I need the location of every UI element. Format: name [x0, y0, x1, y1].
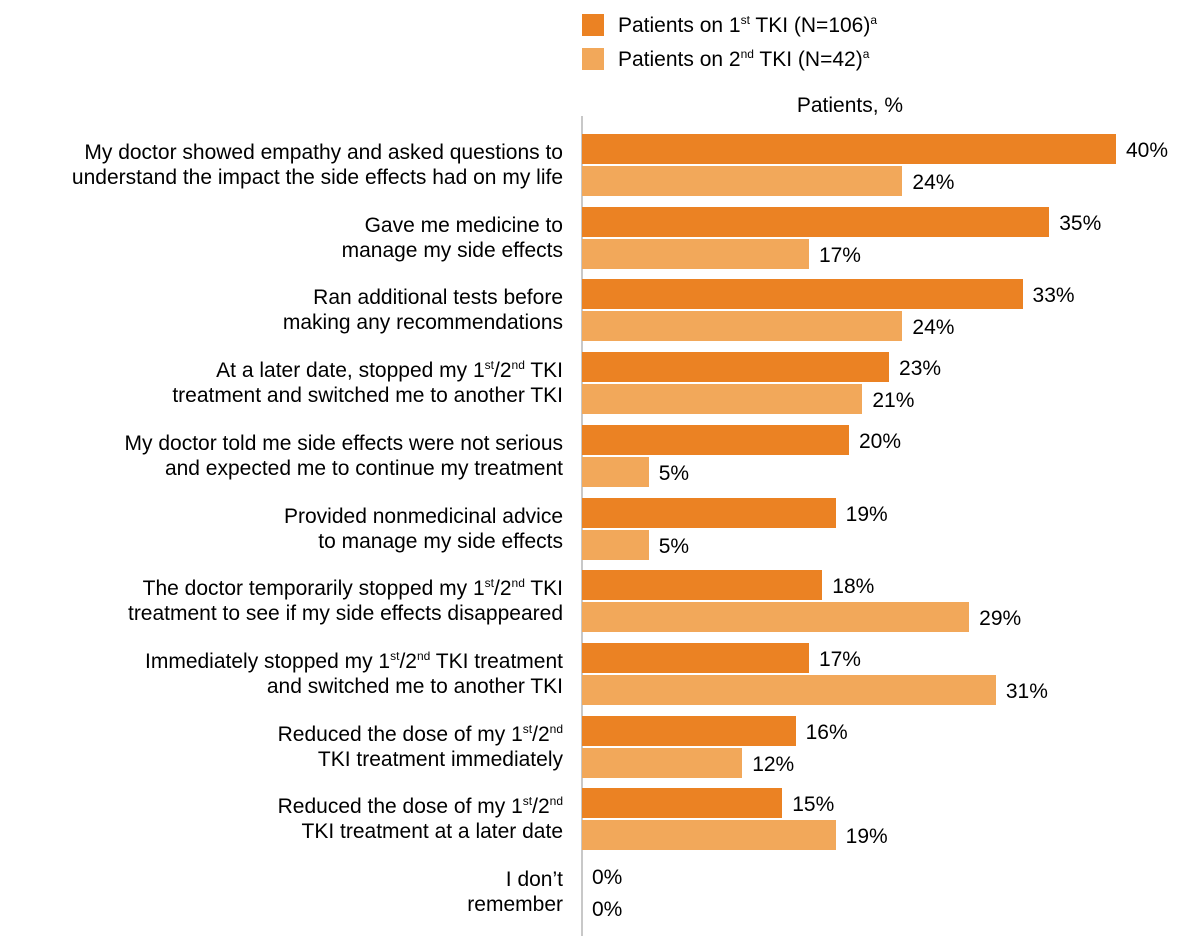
legend-label-1st-tki: Patients on 1st TKI (N=106)a	[618, 12, 878, 37]
value-label: 17%	[818, 243, 861, 267]
category-label: Gave me medicine to manage my side effect…	[3, 213, 563, 263]
category-label: I don’t remember	[3, 867, 563, 917]
category-label-line: to manage my side effects	[318, 529, 563, 553]
category-label-line: Reduced the dose of my 1st/2nd	[277, 794, 563, 819]
legend-swatch-1st-tki	[582, 14, 604, 36]
bar	[582, 279, 1023, 310]
bar	[582, 352, 890, 383]
category-label: Immediately stopped my 1st/2nd TKI treat…	[3, 649, 563, 699]
value-label: 5%	[658, 461, 690, 485]
bar	[582, 238, 809, 269]
category-label-line: Gave me medicine to	[364, 213, 563, 237]
bar	[582, 456, 649, 487]
category-label-line: I don’t	[505, 868, 563, 891]
value-label: 21%	[872, 389, 915, 413]
category-label-line: TKI treatment at a later date	[301, 820, 563, 844]
category-label-line: understand the impact the side effects h…	[71, 166, 563, 189]
category-label-line: treatment and switched me to another TKI	[172, 384, 563, 408]
category-label: At a later date, stopped my 1st/2nd TKI t…	[3, 358, 563, 408]
category-label: My doctor told me side effects were not …	[3, 431, 563, 481]
value-label: 23%	[899, 357, 942, 381]
category-label: The doctor temporarily stopped my 1st/2n…	[3, 576, 563, 626]
category-label: Provided nonmedicinal advice to manage my…	[3, 504, 563, 554]
bar	[582, 384, 863, 415]
category-label-line: Provided nonmedicinal advice	[284, 504, 563, 528]
bar	[582, 311, 903, 342]
value-label: 0%	[592, 898, 623, 921]
bar	[582, 570, 823, 601]
bar	[582, 674, 996, 705]
bar	[582, 134, 1116, 164]
axis-title: Patients, %	[796, 94, 904, 117]
value-label: 16%	[805, 720, 848, 744]
legend: Patients on 1st TKI (N=106)a Patients on…	[582, 8, 877, 76]
value-label: 18%	[832, 575, 875, 599]
legend-item-1st-tki: Patients on 1st TKI (N=106)a	[582, 8, 877, 42]
value-label: 17%	[818, 647, 861, 671]
bar	[582, 529, 649, 560]
category-label-line: TKI treatment immediately	[317, 747, 563, 771]
bar	[582, 424, 849, 455]
value-label: 24%	[912, 316, 955, 340]
category-label-line: At a later date, stopped my 1st/2nd TKI	[216, 358, 563, 383]
category-label-line: manage my side effects	[341, 238, 563, 262]
value-label: 15%	[792, 793, 835, 817]
value-label: 0%	[592, 866, 623, 889]
value-label: 12%	[752, 752, 795, 776]
legend-label-2nd-tki: Patients on 2nd TKI (N=42)a	[618, 46, 870, 71]
value-label: 19%	[845, 825, 888, 849]
category-label-line: Reduced the dose of my 1st/2nd	[277, 721, 563, 746]
value-label: 35%	[1059, 211, 1102, 235]
legend-item-2nd-tki: Patients on 2nd TKI (N=42)a	[582, 42, 877, 76]
bar	[582, 642, 809, 673]
category-label-line: My doctor told me side effects were not …	[124, 431, 563, 455]
value-label: 31%	[1005, 679, 1048, 703]
category-label-line: treatment to see if my side effects disa…	[127, 602, 563, 626]
bar	[582, 497, 836, 528]
bar	[582, 715, 796, 746]
category-label-line: and switched me to another TKI	[266, 674, 563, 698]
bar	[582, 820, 836, 851]
bar	[582, 747, 743, 778]
value-label: 5%	[658, 534, 690, 558]
category-label: Reduced the dose of my 1st/2nd TKI treatm…	[3, 794, 563, 844]
category-label-line: Immediately stopped my 1st/2nd TKI treat…	[145, 648, 563, 673]
category-label: My doctor showed empathy and asked quest…	[3, 140, 563, 190]
value-label: 29%	[979, 607, 1022, 631]
category-label-line: making any recommendations	[282, 311, 563, 335]
value-label: 24%	[912, 171, 955, 194]
category-label: Reduced the dose of my 1st/2nd TKI treatm…	[3, 722, 563, 772]
bar	[582, 166, 903, 196]
category-label: Ran additional tests before making any re…	[3, 285, 563, 335]
value-label: 40%	[1126, 139, 1169, 162]
bar	[582, 602, 970, 633]
legend-swatch-2nd-tki	[582, 48, 604, 70]
category-label-line: Ran additional tests before	[313, 286, 563, 310]
value-label: 20%	[859, 429, 902, 453]
bar	[582, 206, 1050, 237]
bar	[582, 788, 783, 819]
value-label: 19%	[845, 502, 888, 526]
category-label-line: and expected me to continue my treatment	[164, 456, 563, 480]
category-label-line: remember	[467, 893, 563, 916]
value-label: 33%	[1032, 284, 1075, 308]
category-label-line: The doctor temporarily stopped my 1st/2n…	[142, 576, 563, 601]
category-label-line: My doctor showed empathy and asked quest…	[84, 141, 563, 164]
